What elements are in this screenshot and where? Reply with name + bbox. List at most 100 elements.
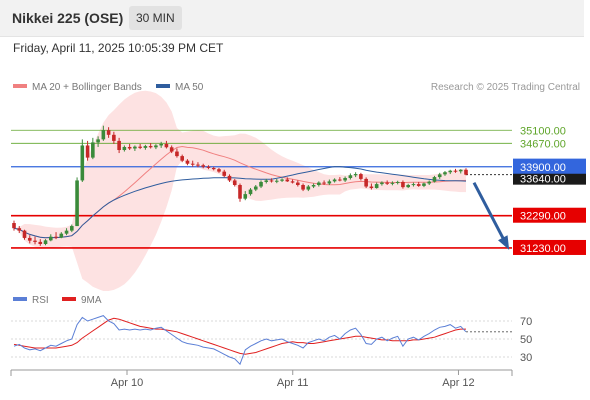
rsi-line bbox=[13, 315, 467, 366]
legend: MA 20 + Bollinger Bands MA 50 Research ©… bbox=[13, 82, 580, 93]
candle-body bbox=[80, 145, 85, 181]
candle-body bbox=[112, 134, 116, 141]
rsi-tick-label: 30 bbox=[520, 352, 532, 364]
rsi-ma-legend-swatch bbox=[62, 297, 76, 301]
candle-body bbox=[443, 172, 447, 175]
forecast-arrow bbox=[472, 181, 507, 243]
candle-body bbox=[422, 183, 426, 186]
candle-body bbox=[395, 181, 400, 183]
candle-body bbox=[437, 174, 442, 178]
time-tick-label: Apr 11 bbox=[277, 377, 309, 389]
rsi-ma-line bbox=[13, 317, 466, 355]
candle-body bbox=[427, 181, 432, 184]
support-level-label: 32290.00 bbox=[520, 211, 566, 223]
candle-body bbox=[75, 180, 79, 227]
candle-body bbox=[390, 182, 395, 184]
support-level-tag bbox=[513, 207, 586, 223]
header-bar: Nikkei 225 (OSE) 30 MIN bbox=[0, 0, 584, 37]
rsi-legend-swatch bbox=[13, 297, 27, 301]
candle-body bbox=[453, 170, 458, 172]
rsi-ma-legend-label: 9MA bbox=[81, 295, 102, 306]
credit-text: Research © 2025 Trading Central bbox=[431, 82, 580, 93]
candle-body bbox=[175, 151, 179, 157]
candle-body bbox=[285, 179, 290, 182]
candle-body bbox=[96, 139, 100, 143]
candle-body bbox=[296, 182, 300, 185]
candle-body bbox=[338, 179, 342, 181]
timestamp: Friday, April 11, 2025 10:05:39 PM CET bbox=[13, 41, 224, 55]
candle-body bbox=[353, 174, 358, 176]
candle-body bbox=[169, 147, 174, 152]
candle-body bbox=[411, 184, 416, 186]
timeframe-button[interactable]: 30 MIN bbox=[129, 6, 182, 30]
candle-body bbox=[85, 145, 90, 158]
resistance-level-label: 35100.00 bbox=[520, 125, 566, 137]
candle-body bbox=[343, 178, 347, 181]
candle-body bbox=[259, 181, 263, 187]
candle-body bbox=[101, 130, 106, 140]
forecast-arrowhead bbox=[498, 235, 510, 250]
legend-swatch-ma20 bbox=[13, 84, 27, 88]
candle-body bbox=[322, 182, 326, 184]
candle-body bbox=[211, 167, 216, 170]
time-tick-label: Apr 10 bbox=[111, 377, 143, 389]
support-level-tag bbox=[513, 239, 586, 255]
candle-body bbox=[133, 146, 137, 149]
last-price-label: 33640.00 bbox=[520, 174, 566, 186]
candle-body bbox=[280, 179, 284, 181]
candle-body bbox=[122, 146, 127, 151]
candle-body bbox=[127, 146, 132, 149]
rsi-legend: RSI 9MA bbox=[13, 295, 102, 306]
candle-body bbox=[238, 185, 242, 199]
candle-body bbox=[27, 237, 32, 241]
candle-body bbox=[374, 184, 379, 189]
candle-body bbox=[196, 164, 200, 166]
candle-body bbox=[385, 182, 389, 184]
candle-body bbox=[290, 181, 295, 183]
candle-body bbox=[159, 143, 163, 146]
candle-body bbox=[232, 180, 237, 185]
candle-body bbox=[243, 194, 248, 199]
rsi-tick-label: 70 bbox=[520, 316, 532, 328]
candle-body bbox=[201, 165, 206, 167]
candle-body bbox=[138, 146, 142, 148]
candle-body bbox=[54, 236, 58, 238]
candle-body bbox=[327, 181, 332, 184]
candle-body bbox=[48, 236, 53, 241]
candle-body bbox=[359, 174, 363, 179]
last-price-tag bbox=[513, 172, 586, 185]
pivot-level-label: 33900.00 bbox=[520, 162, 566, 174]
pivot-level-tag bbox=[513, 158, 586, 174]
candle-body bbox=[317, 182, 321, 185]
candle-body bbox=[464, 169, 468, 175]
candle-body bbox=[348, 175, 353, 179]
candle-body bbox=[416, 184, 421, 186]
candle-body bbox=[154, 145, 158, 148]
candle-body bbox=[70, 226, 74, 231]
candle-body bbox=[269, 180, 274, 182]
candle-body bbox=[22, 230, 27, 238]
candle-body bbox=[401, 181, 405, 188]
candle-body bbox=[17, 228, 22, 231]
candle-body bbox=[64, 230, 69, 234]
candle-body bbox=[306, 186, 311, 190]
candle-body bbox=[222, 171, 227, 176]
candle-body bbox=[164, 143, 169, 148]
candle-body bbox=[106, 130, 111, 135]
candle-body bbox=[406, 185, 410, 188]
candle-body bbox=[369, 186, 374, 189]
candle-body bbox=[185, 160, 190, 164]
candle-body bbox=[59, 233, 64, 238]
candle-body bbox=[180, 156, 184, 161]
candle-body bbox=[143, 146, 148, 148]
candle-body bbox=[274, 180, 279, 182]
candle-body bbox=[253, 186, 258, 190]
legend-label-ma50: MA 50 bbox=[175, 82, 204, 93]
ma50-line bbox=[13, 166, 467, 239]
resistance-level-label: 34670.00 bbox=[520, 138, 566, 150]
candle-body bbox=[190, 163, 195, 165]
instrument-title: Nikkei 225 (OSE) bbox=[12, 10, 124, 26]
rsi-tick-label: 50 bbox=[520, 334, 532, 346]
candle-body bbox=[117, 140, 121, 151]
